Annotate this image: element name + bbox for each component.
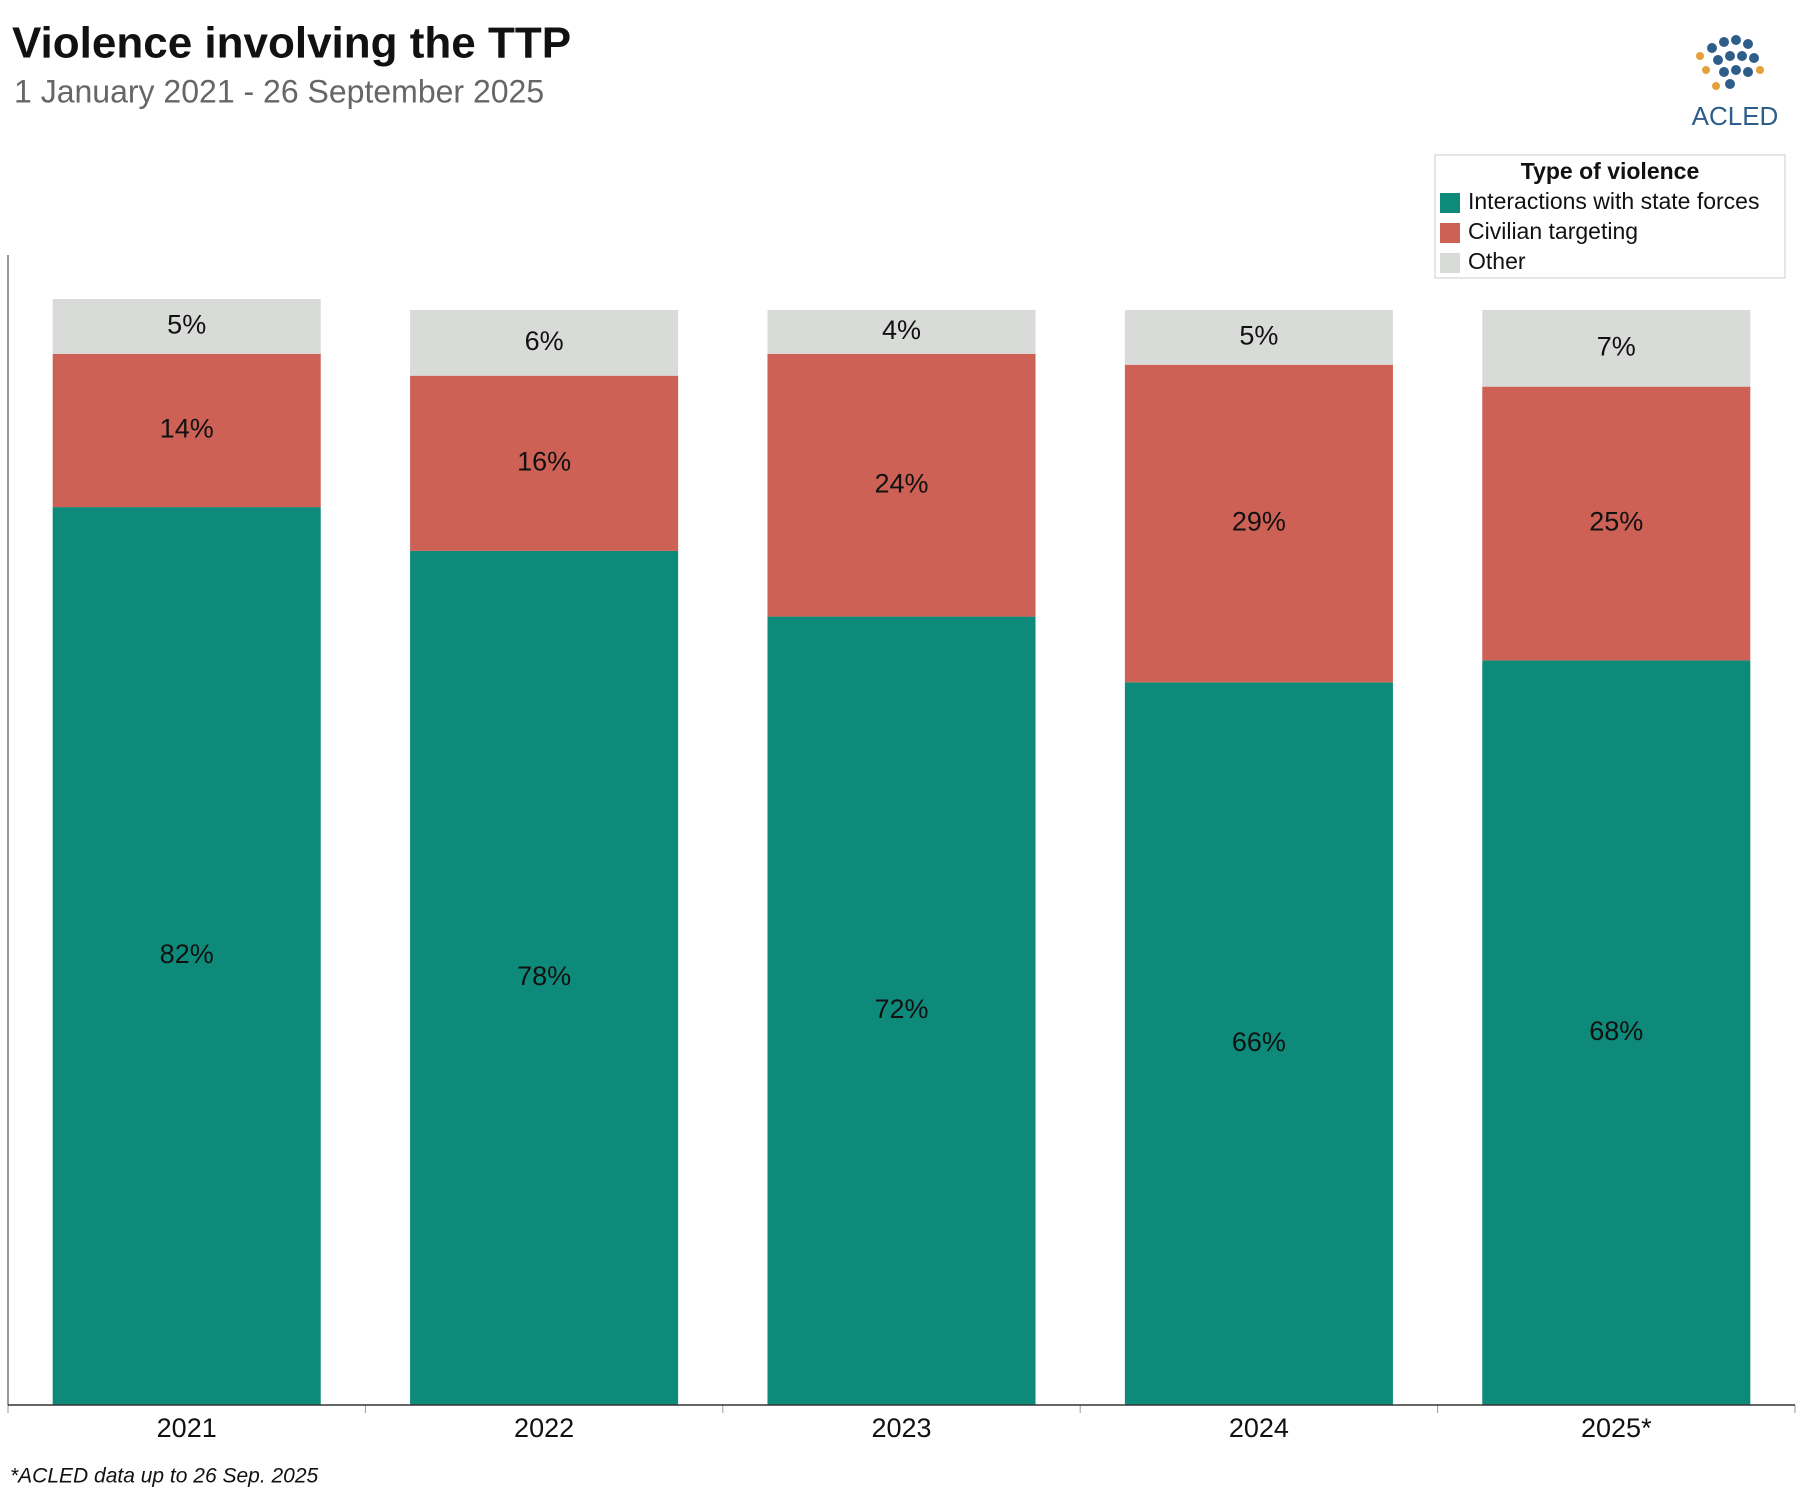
bar-segment [52,299,321,354]
data-label: 66% [1232,1027,1286,1057]
logo-dots [1696,35,1764,90]
legend-title: Type of violence [1521,158,1700,184]
x-tick-label: 2025* [1581,1413,1652,1443]
legend-box [1434,154,1786,279]
footnote: *ACLED data up to 26 Sep. 2025 [10,1465,319,1488]
bar-segment [410,310,679,376]
legend-label: Other [1468,248,1526,274]
bar-segment [1124,682,1393,1405]
data-label: 29% [1232,507,1286,537]
x-tick-label: 2021 [157,1413,217,1443]
x-tick-label: 2024 [1229,1413,1289,1443]
bar-segment [52,507,321,1406]
data-label: 7% [1597,331,1636,361]
data-label: 72% [874,994,928,1024]
bar-segment [410,375,679,551]
legend-label: Interactions with state forces [1468,188,1759,214]
legend-swatch [1440,223,1460,243]
bar-segment [767,353,1036,617]
data-label: 5% [1239,321,1278,351]
bar-segment [767,310,1036,354]
data-label: 78% [517,961,571,991]
data-label: 68% [1589,1016,1643,1046]
data-label: 24% [874,468,928,498]
data-label: 5% [167,310,206,340]
data-label: 4% [882,315,921,345]
legend-label: Civilian targeting [1468,218,1638,244]
x-tick-label: 2023 [871,1413,931,1443]
bar-segment [1124,310,1393,365]
bar-segment [52,353,321,508]
data-label: 25% [1589,507,1643,537]
logo-text: ACLED [1692,101,1779,131]
bar-segment [410,550,679,1405]
data-label: 6% [525,326,564,356]
chart-title: Violence involving the TTP [12,19,571,68]
chart-subtitle: 1 January 2021 - 26 September 2025 [14,73,544,109]
legend-swatch [1440,253,1460,273]
x-tick-label: 2022 [514,1413,574,1443]
bar-segment [767,616,1036,1405]
bar-segment [1124,364,1393,683]
data-label: 16% [517,446,571,476]
legend-swatch [1440,193,1460,213]
bar-segment [1482,660,1751,1405]
data-label: 82% [160,939,214,969]
bar-segment [1482,386,1751,661]
bar-segment [1482,310,1751,387]
data-label: 14% [160,414,214,444]
